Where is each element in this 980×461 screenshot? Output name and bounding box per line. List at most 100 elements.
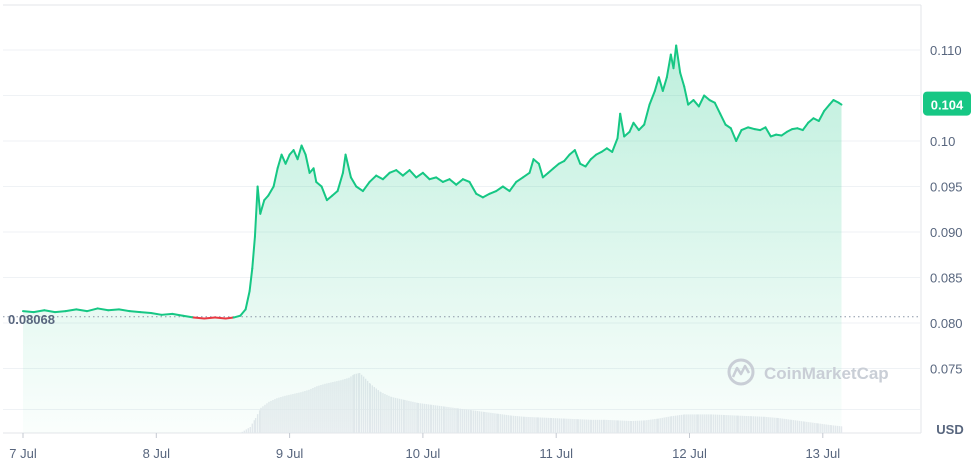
price-line-segment — [381, 171, 391, 181]
price-area-fill — [23, 45, 842, 434]
price-line-segment — [611, 137, 619, 153]
price-line-segment — [713, 101, 722, 115]
price-line-segment — [448, 178, 458, 186]
price-line-segment — [160, 312, 174, 316]
price-line-segment — [653, 76, 660, 92]
y-tick-label-2: 0.095 — [930, 180, 963, 195]
price-line-segment — [107, 308, 120, 312]
price-line-segment — [280, 153, 287, 165]
price-line-segment — [665, 53, 672, 79]
price-line-segment — [508, 180, 518, 193]
price-line-segment — [312, 167, 318, 183]
price-line-segment — [648, 89, 656, 106]
price-line-segment — [764, 126, 772, 138]
price-line-segment — [837, 101, 843, 106]
price-line-segment — [537, 162, 544, 179]
price-line-segment — [355, 185, 364, 193]
y-tick-label-0: 0.110 — [930, 43, 962, 58]
x-tick-label-0: 7 Jul — [9, 446, 37, 461]
watermark: CoinMarketCap — [727, 358, 889, 386]
price-line-segment — [139, 311, 152, 314]
price-line-segment — [375, 174, 384, 181]
price-line-segment — [85, 307, 99, 313]
price-line-segment — [823, 103, 831, 112]
price-line-segment — [455, 178, 464, 186]
price-line-segment — [325, 194, 334, 202]
price-line-segment — [232, 314, 242, 319]
price-line-segment — [32, 309, 46, 314]
price-line-segment — [461, 178, 471, 183]
price-line-segment — [552, 162, 560, 170]
price-line-segment — [272, 167, 279, 188]
price-line-segment — [421, 171, 431, 181]
price-line-segment — [735, 129, 743, 142]
price-line-segment — [64, 308, 78, 313]
price-line-segment — [481, 192, 491, 199]
price-line-segment — [53, 310, 67, 314]
price-line-segment — [683, 85, 690, 106]
y-tick-label-4: 0.085 — [930, 271, 963, 286]
price-line-segment — [304, 153, 311, 174]
price-line-segment — [336, 171, 344, 193]
price-line-segment — [253, 185, 259, 238]
price-line-segment — [251, 235, 256, 270]
price-line-segment — [568, 149, 576, 156]
price-line-segment — [224, 316, 235, 320]
x-tick-label-6: 13 Jul — [805, 446, 840, 461]
price-line-segment — [541, 171, 550, 179]
price-line-segment — [296, 144, 303, 161]
y-tick-label-1: 0.10 — [930, 134, 955, 149]
x-tick-label-2: 9 Jul — [276, 446, 304, 461]
price-line-segment — [149, 311, 163, 316]
currency-label: USD — [936, 422, 963, 437]
price-line-segment — [203, 316, 216, 320]
price-line-segment — [687, 99, 695, 106]
price-line-segment — [573, 149, 582, 165]
price-line-segment — [22, 310, 35, 314]
watermark-text: CoinMarketCap — [764, 364, 889, 383]
price-line-segment — [584, 158, 592, 168]
price-line-segment — [276, 153, 283, 170]
price-line-segment — [181, 314, 195, 319]
price-line-segment — [747, 126, 756, 131]
price-line-segment — [361, 180, 371, 193]
price-line-segment — [724, 123, 732, 130]
price-line-segment — [284, 153, 291, 165]
price-line-segment — [349, 176, 358, 188]
y-tick-label-5: 0.080 — [930, 316, 963, 331]
price-line-segment — [495, 185, 504, 193]
price-line-segment — [547, 167, 555, 174]
price-line-segment — [623, 130, 631, 138]
price-line-segment — [632, 121, 640, 132]
x-tick-label-1: 8 Jul — [143, 446, 171, 461]
price-line-segment — [801, 121, 810, 132]
price-line-segment — [213, 316, 227, 320]
price-line-segment — [441, 178, 451, 183]
price-line-segment — [475, 192, 484, 199]
logo-wave-icon — [731, 364, 751, 378]
price-line-segment — [331, 190, 339, 197]
price-line-segment — [563, 153, 571, 163]
price-line-segment — [528, 158, 535, 174]
price-line-segment — [395, 169, 404, 177]
price-line-segment — [675, 44, 682, 74]
price-line-segment — [75, 308, 88, 313]
price-line-segment — [619, 112, 626, 138]
price-line-segment — [428, 176, 438, 181]
price-line-segment — [589, 153, 598, 161]
price-line-segment — [401, 169, 411, 177]
price-line-segment — [740, 126, 750, 132]
price-line-segment — [697, 94, 706, 108]
price-line-segment — [501, 185, 511, 193]
price-line-segment — [408, 169, 418, 179]
price-line-segment — [692, 99, 700, 108]
price-line-segment — [729, 127, 738, 142]
reference-price-label: 0.08068 — [8, 312, 55, 327]
price-line — [22, 44, 843, 320]
price-line-segment — [248, 267, 254, 293]
price-line-segment — [703, 94, 711, 102]
price-line-segment — [488, 190, 498, 195]
price-line-segment — [600, 147, 608, 153]
price-line-segment — [267, 185, 275, 197]
